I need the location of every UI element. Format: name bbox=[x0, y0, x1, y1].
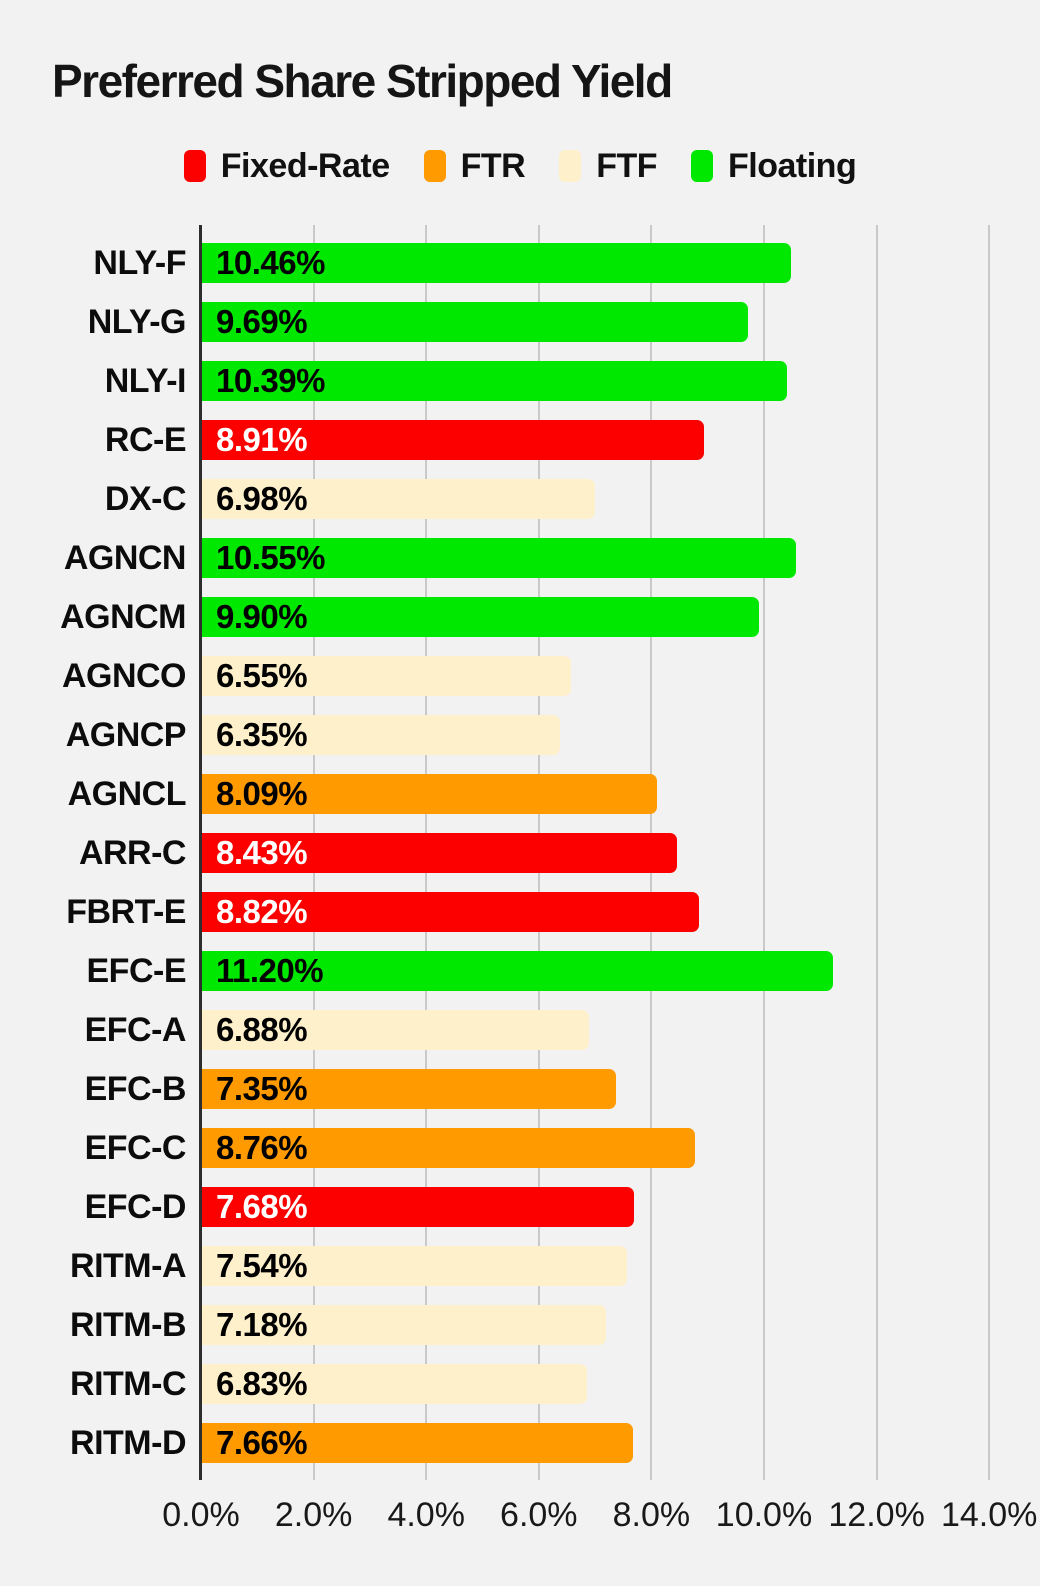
category-label: NLY-F bbox=[93, 244, 186, 282]
category-label: EFC-A bbox=[84, 1011, 187, 1049]
gridline bbox=[988, 225, 991, 1480]
x-tick-label: 0.0% bbox=[162, 1496, 240, 1534]
x-tick-label: 12.0% bbox=[828, 1496, 925, 1534]
legend-label: FTR bbox=[460, 146, 526, 185]
legend-item-ftr: FTR bbox=[423, 146, 526, 186]
bar-value-label: 6.88% bbox=[216, 1011, 308, 1048]
category-label: ARR-C bbox=[78, 834, 187, 872]
x-tick-label: 14.0% bbox=[940, 1496, 1038, 1534]
category-label: FBRT-E bbox=[66, 893, 186, 931]
bar-value-label: 8.09% bbox=[216, 775, 308, 812]
category-label: NLY-I bbox=[104, 362, 187, 400]
bar-value-label: 10.55% bbox=[216, 539, 325, 576]
bar bbox=[202, 774, 657, 814]
legend-item-ftf: FTF bbox=[559, 146, 658, 186]
legend-item-fixed-rate: Fixed-Rate bbox=[183, 146, 390, 186]
category-label: AGNCO bbox=[61, 657, 187, 695]
category-label: AGNCL bbox=[67, 775, 187, 813]
bar bbox=[202, 302, 748, 342]
bar bbox=[202, 1010, 589, 1050]
bar bbox=[202, 1187, 634, 1227]
category-label: EFC-E bbox=[86, 952, 187, 990]
category-label: RITM-D bbox=[70, 1424, 186, 1462]
bar bbox=[202, 243, 791, 283]
x-tick-label: 6.0% bbox=[500, 1496, 578, 1534]
bar bbox=[202, 951, 833, 991]
bar-value-label: 10.39% bbox=[216, 362, 325, 399]
x-tick-label: 8.0% bbox=[612, 1496, 691, 1534]
bar-value-label: 10.46% bbox=[216, 244, 325, 281]
bar bbox=[202, 1069, 616, 1109]
legend-label: Floating bbox=[728, 146, 857, 185]
category-label: AGNCN bbox=[63, 539, 187, 577]
bar-value-label: 8.76% bbox=[216, 1129, 308, 1166]
category-label: RC-E bbox=[104, 421, 187, 459]
x-tick-label: 10.0% bbox=[715, 1496, 813, 1534]
bar-value-label: 8.82% bbox=[216, 893, 308, 930]
bar bbox=[202, 1128, 695, 1168]
gridline bbox=[875, 225, 878, 1480]
bar bbox=[202, 656, 571, 696]
legend-label: Fixed-Rate bbox=[220, 146, 390, 185]
legend-swatch bbox=[559, 150, 582, 182]
bar-value-label: 8.43% bbox=[216, 834, 308, 871]
category-label: NLY-G bbox=[87, 303, 187, 341]
bar-value-label: 6.83% bbox=[216, 1365, 308, 1402]
bar-value-label: 9.69% bbox=[216, 303, 308, 340]
bar-value-label: 6.98% bbox=[216, 480, 308, 517]
bar-value-label: 7.18% bbox=[216, 1306, 308, 1343]
bar-value-label: 7.68% bbox=[216, 1188, 308, 1225]
category-label: RITM-A bbox=[70, 1247, 186, 1285]
bar bbox=[202, 1423, 633, 1463]
bar bbox=[202, 1305, 606, 1345]
x-tick-label: 2.0% bbox=[274, 1496, 353, 1534]
legend-swatch bbox=[691, 150, 714, 182]
bar bbox=[202, 479, 595, 519]
bar-value-label: 7.54% bbox=[216, 1247, 308, 1284]
category-label: AGNCP bbox=[65, 716, 187, 754]
bar-value-label: 6.35% bbox=[216, 716, 308, 753]
legend-label: FTF bbox=[596, 146, 658, 185]
chart-title: Preferred Share Stripped Yield bbox=[52, 55, 673, 107]
category-label: AGNCM bbox=[60, 598, 186, 636]
bar bbox=[202, 892, 699, 932]
bar bbox=[202, 420, 704, 460]
legend-item-floating: Floating bbox=[691, 146, 857, 186]
bar bbox=[202, 538, 796, 578]
bar bbox=[202, 1364, 587, 1404]
category-label: RITM-B bbox=[70, 1306, 186, 1344]
category-label: EFC-D bbox=[84, 1188, 187, 1226]
category-label: EFC-C bbox=[84, 1129, 187, 1167]
bar-value-label: 7.66% bbox=[216, 1424, 308, 1461]
zero-axis-line bbox=[199, 225, 202, 1480]
bar bbox=[202, 1246, 627, 1286]
gridline bbox=[763, 225, 765, 1480]
bar bbox=[202, 833, 677, 873]
x-tick-label: 4.0% bbox=[387, 1496, 465, 1534]
bar-value-label: 11.20% bbox=[216, 952, 324, 989]
category-label: RITM-C bbox=[70, 1365, 186, 1403]
bar bbox=[202, 597, 759, 637]
legend: Fixed-Rate FTR FTF Floating bbox=[0, 144, 1040, 188]
bar-value-label: 7.35% bbox=[216, 1070, 308, 1107]
bar-value-label: 6.55% bbox=[216, 657, 308, 694]
legend-swatch bbox=[423, 150, 446, 182]
bar-value-label: 9.90% bbox=[216, 598, 308, 635]
bar bbox=[202, 715, 560, 755]
category-label: DX-C bbox=[104, 480, 187, 518]
bar-value-label: 8.91% bbox=[216, 421, 308, 458]
legend-swatch bbox=[183, 150, 206, 182]
bar bbox=[202, 361, 787, 401]
category-label: EFC-B bbox=[84, 1070, 187, 1108]
